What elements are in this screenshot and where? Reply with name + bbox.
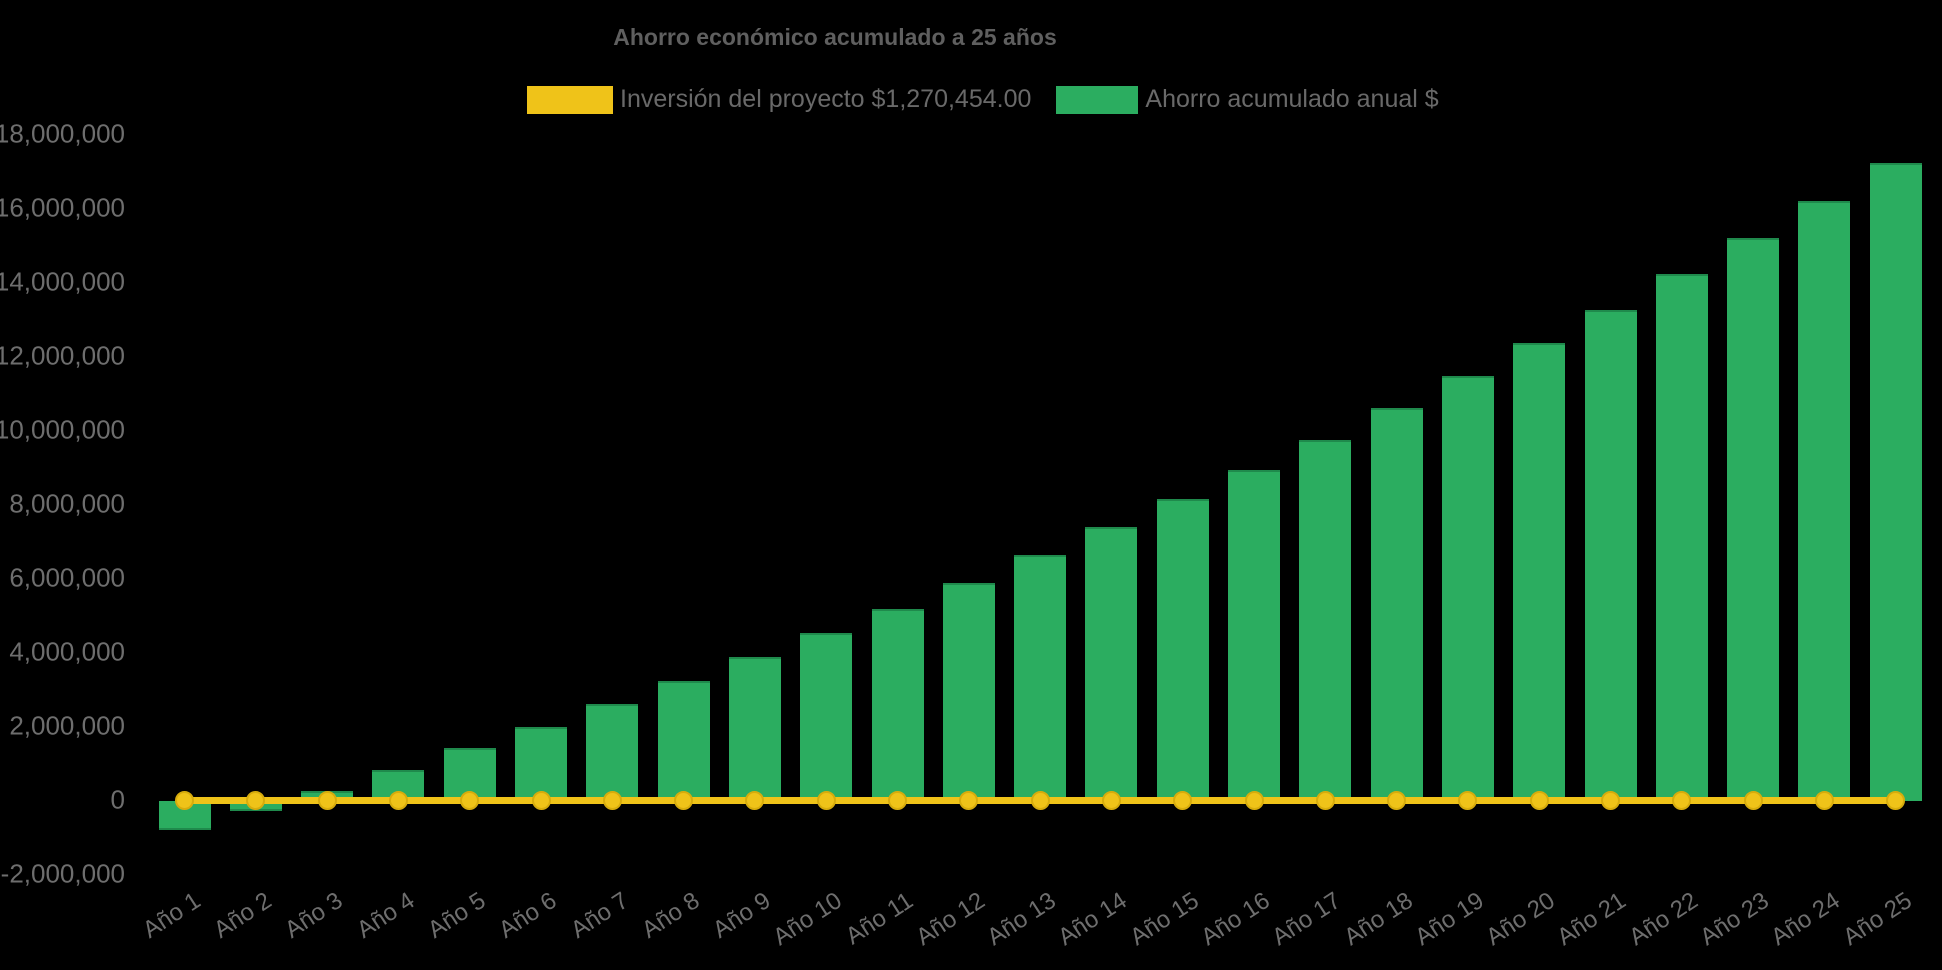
bar-año-25[interactable] [1869, 163, 1922, 801]
y-tick-label-16000000: 16,000,000 [0, 192, 125, 223]
line-marker-año-16[interactable] [1244, 790, 1264, 810]
legend-swatch-ahorro [1056, 85, 1139, 114]
legend-item-ahorro[interactable]: Ahorro acumulado anual $ [1056, 85, 1439, 114]
line-marker-año-25[interactable] [1886, 790, 1906, 810]
x-tick-label-año-8: Año 8 [637, 887, 705, 944]
bar-año-20[interactable] [1513, 343, 1566, 801]
y-tick-label-4000000: 4,000,000 [9, 636, 125, 667]
line-marker-año-24[interactable] [1814, 790, 1834, 810]
line-marker-año-9[interactable] [745, 790, 765, 810]
x-tick-label-año-18: Año 18 [1338, 887, 1418, 952]
line-marker-año-7[interactable] [602, 790, 622, 810]
bar-año-16[interactable] [1228, 470, 1280, 801]
line-marker-año-15[interactable] [1173, 790, 1193, 810]
line-marker-año-3[interactable] [317, 790, 337, 810]
y-tick-label-10000000: 10,000,000 [0, 414, 125, 445]
x-tick-label-año-25: Año 25 [1837, 887, 1917, 952]
legend: Inversión del proyecto $1,270,454.00 Aho… [527, 85, 1439, 114]
y-tick-label-12000000: 12,000,000 [0, 340, 125, 371]
y-tick-label-0: 0 [110, 784, 125, 815]
x-tick-label-año-3: Año 3 [280, 887, 348, 944]
line-marker-año-20[interactable] [1529, 790, 1549, 810]
line-marker-año-21[interactable] [1601, 790, 1620, 810]
x-tick-label-año-15: Año 15 [1124, 887, 1204, 952]
line-marker-año-1[interactable] [175, 790, 194, 810]
x-tick-label-año-23: Año 23 [1695, 887, 1774, 952]
line-marker-año-22[interactable] [1672, 790, 1692, 810]
line-marker-año-19[interactable] [1458, 790, 1478, 810]
x-tick-label-año-1: Año 1 [137, 887, 206, 944]
line-marker-año-17[interactable] [1315, 790, 1335, 810]
line-marker-año-13[interactable] [1030, 790, 1050, 810]
bar-año-5[interactable] [443, 748, 496, 801]
bar-año-24[interactable] [1798, 201, 1851, 801]
legend-swatch-inversion [527, 85, 613, 114]
x-tick-label-año-5: Año 5 [423, 887, 491, 944]
bar-año-17[interactable] [1299, 439, 1352, 801]
bar-año-19[interactable] [1441, 375, 1494, 801]
line-marker-año-5[interactable] [460, 790, 480, 810]
x-tick-label-año-2: Año 2 [209, 887, 277, 944]
y-tick-label-6000000: 6,000,000 [9, 562, 125, 593]
x-tick-label-año-14: Año 14 [1053, 887, 1133, 952]
y-tick-label-18000000: 18,000,000 [0, 118, 125, 149]
x-tick-label-año-12: Año 12 [911, 887, 990, 952]
line-marker-año-23[interactable] [1743, 790, 1763, 810]
bar-año-10[interactable] [800, 633, 853, 801]
x-tick-label-año-20: Año 20 [1481, 887, 1560, 952]
x-tick-label-año-21: Año 21 [1552, 887, 1632, 952]
x-tick-label-año-22: Año 22 [1624, 887, 1703, 952]
bar-año-6[interactable] [515, 727, 567, 801]
chart-title: Ahorro económico acumulado a 25 años [613, 24, 1057, 50]
legend-label-inversion: Inversión del proyecto $1,270,454.00 [620, 85, 1032, 113]
x-tick-label-año-11: Año 11 [841, 887, 919, 951]
x-tick-label-año-6: Año 6 [494, 887, 562, 944]
bar-año-12[interactable] [942, 583, 995, 801]
x-tick-label-año-19: Año 19 [1410, 887, 1489, 952]
y-tick-label-14000000: 14,000,000 [0, 266, 125, 297]
x-tick-label-año-4: Año 4 [351, 887, 420, 944]
legend-label-ahorro: Ahorro acumulado anual $ [1145, 85, 1439, 113]
x-tick-label-año-9: Año 9 [708, 887, 776, 944]
bar-año-23[interactable] [1727, 237, 1780, 801]
bar-año-11[interactable] [871, 608, 924, 801]
legend-item-inversion[interactable]: Inversión del proyecto $1,270,454.00 [527, 85, 1031, 114]
x-tick-label-año-7: Año 7 [565, 887, 634, 944]
line-marker-año-12[interactable] [959, 790, 979, 810]
line-marker-año-6[interactable] [531, 790, 551, 810]
line-marker-año-4[interactable] [388, 790, 408, 810]
x-tick-label-año-16: Año 16 [1196, 887, 1275, 952]
bar-año-7[interactable] [586, 704, 639, 801]
bar-año-9[interactable] [728, 657, 781, 801]
x-tick-label-año-17: Año 17 [1267, 887, 1347, 952]
y-tick-label-8000000: 8,000,000 [9, 488, 125, 519]
bar-año-8[interactable] [657, 681, 710, 801]
bar-año-15[interactable] [1156, 499, 1209, 801]
line-marker-año-10[interactable] [816, 790, 836, 810]
bar-año-22[interactable] [1655, 274, 1708, 801]
line-marker-año-2[interactable] [246, 790, 266, 810]
y-tick-label-2000000: 2,000,000 [9, 710, 125, 741]
x-tick-label-año-13: Año 13 [982, 887, 1061, 952]
bar-año-14[interactable] [1085, 526, 1138, 801]
line-marker-año-18[interactable] [1387, 790, 1407, 810]
bar-año-21[interactable] [1584, 310, 1637, 801]
line-marker-año-8[interactable] [674, 790, 694, 810]
line-marker-año-14[interactable] [1101, 790, 1121, 810]
y-tick-label--2000000: -2,000,000 [0, 858, 125, 889]
bar-año-18[interactable] [1370, 408, 1423, 801]
line-marker-año-11[interactable] [888, 790, 907, 810]
bar-año-13[interactable] [1014, 555, 1067, 801]
x-tick-label-año-10: Año 10 [768, 887, 847, 952]
x-tick-label-año-24: Año 24 [1766, 887, 1846, 952]
